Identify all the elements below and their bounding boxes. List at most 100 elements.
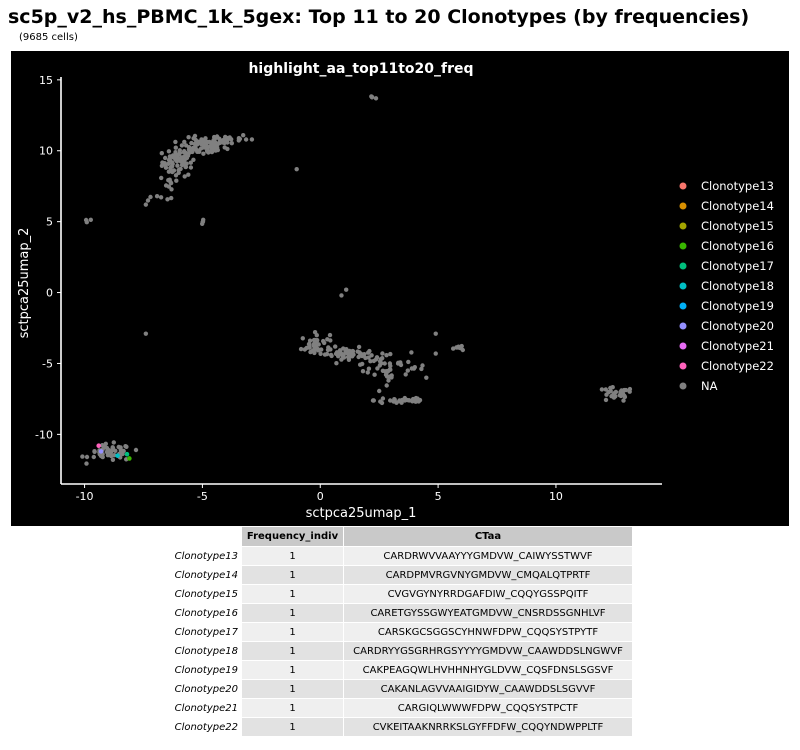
- y-tick-label: -5: [42, 357, 53, 370]
- legend-marker: [680, 223, 687, 230]
- na-point: [230, 141, 234, 145]
- highlight-point-clonotype16: [127, 456, 132, 461]
- y-tick-label: -10: [35, 428, 53, 441]
- na-point: [318, 352, 322, 356]
- na-point: [170, 160, 174, 164]
- na-point: [379, 361, 383, 365]
- table-row: Clonotype21 1 CARGIQLWWWFDPW_CQQSYSTPCTF: [167, 699, 633, 718]
- table-row: Clonotype16 1 CARETGYSSGWYEATGMDVW_CNSRDSS…: [167, 604, 633, 623]
- legend-item-clonotype19: Clonotype19: [680, 299, 774, 313]
- x-tick-label: -5: [197, 490, 208, 503]
- row-name: Clonotype21: [167, 699, 242, 718]
- legend-marker: [680, 363, 687, 370]
- table-row: Clonotype15 1 CVGVGYNYRRDGAFDIW_CQQYGSSPQI…: [167, 585, 633, 604]
- na-point: [339, 293, 343, 297]
- legend-label: Clonotype22: [701, 359, 774, 373]
- na-point: [203, 136, 207, 140]
- na-point: [159, 195, 163, 199]
- na-point: [160, 151, 164, 155]
- plot-title: highlight_aa_top11to20_freq: [248, 61, 473, 77]
- legend-item-clonotype16: Clonotype16: [680, 239, 774, 253]
- y-tick-label: 5: [46, 216, 53, 229]
- na-point: [187, 147, 191, 151]
- na-point: [607, 390, 611, 394]
- table-row: Clonotype13 1 CARDRWVVAAYYYGMDVW_CAIWYSSTW…: [167, 547, 633, 566]
- na-point: [170, 164, 174, 168]
- na-point: [369, 94, 373, 98]
- frequency-cell: 1: [242, 585, 344, 604]
- na-point: [170, 154, 174, 158]
- legend-marker: [680, 343, 687, 350]
- na-point: [357, 350, 361, 354]
- legend-label: Clonotype14: [701, 199, 774, 213]
- row-name: Clonotype22: [167, 718, 242, 737]
- na-point: [166, 178, 170, 182]
- na-point: [134, 448, 138, 452]
- legend: Clonotype13 Clonotype14 Clonotype15 Clonoty…: [680, 179, 774, 393]
- ctaa-cell: CAKANLAGVVAAIGIDYW_CAAWDDSLSGVVF: [344, 680, 633, 699]
- highlight-point-clonotype22: [96, 443, 101, 448]
- ctaa-cell: CARETGYSSGWYEATGMDVW_CNSRDSSGNHLVF: [344, 604, 633, 623]
- na-point: [454, 345, 458, 349]
- clonotype-table: Frequency_indiv CTaa Clonotype13 1 CARDRWV…: [166, 526, 633, 737]
- na-point: [173, 158, 177, 162]
- na-point: [112, 440, 116, 444]
- na-point: [167, 184, 171, 188]
- na-point: [198, 140, 202, 144]
- table-row: Clonotype18 1 CARDRYYGSGRHRGSYYYYGMDVW_CAA…: [167, 642, 633, 661]
- legend-label: Clonotype19: [701, 299, 774, 313]
- na-point: [321, 339, 325, 343]
- legend-label: Clonotype21: [701, 339, 774, 353]
- table-row: Clonotype20 1 CAKANLAGVVAAIGIDYW_CAAWDDSLS…: [167, 680, 633, 699]
- legend-marker: [680, 303, 687, 310]
- na-point: [381, 396, 385, 400]
- x-tick-label: -10: [76, 490, 94, 503]
- na-point: [384, 353, 388, 357]
- ctaa-cell: CARDPMVRGVNYGMDVW_CMQALQTPRTF: [344, 566, 633, 585]
- frequency-cell: 1: [242, 547, 344, 566]
- na-point: [92, 449, 96, 453]
- na-point: [89, 218, 93, 222]
- na-point: [244, 137, 248, 141]
- na-point: [434, 351, 438, 355]
- na-point: [163, 161, 167, 165]
- na-point: [385, 383, 389, 387]
- na-point: [191, 158, 195, 162]
- na-point: [84, 218, 88, 222]
- page-title: sc5p_v2_hs_PBMC_1k_5gex: Top 11 to 20 Cl…: [8, 6, 749, 28]
- na-point: [177, 171, 181, 175]
- frequency-cell: 1: [242, 680, 344, 699]
- row-name: Clonotype15: [167, 585, 242, 604]
- na-point: [362, 352, 366, 356]
- frequency-cell: 1: [242, 699, 344, 718]
- na-point: [144, 331, 148, 335]
- na-point: [609, 394, 613, 398]
- y-tick-label: 10: [39, 145, 53, 158]
- frequency-cell: 1: [242, 718, 344, 737]
- na-point: [312, 351, 316, 355]
- na-point: [371, 398, 375, 402]
- legend-item-clonotype13: Clonotype13: [680, 179, 774, 193]
- na-point: [315, 333, 319, 337]
- na-point: [337, 353, 341, 357]
- na-point: [334, 361, 338, 365]
- ctaa-cell: CVKEITAAKNRRKSLGYFFDFW_CQQYNDWPPLTF: [344, 718, 633, 737]
- frequency-cell: 1: [242, 604, 344, 623]
- row-name: Clonotype20: [167, 680, 242, 699]
- na-point: [217, 137, 221, 141]
- legend-item-clonotype14: Clonotype14: [680, 199, 774, 213]
- na-point: [367, 367, 371, 371]
- na-point: [600, 387, 604, 391]
- na-point: [404, 372, 408, 376]
- x-tick-label: 0: [317, 490, 324, 503]
- na-point: [308, 339, 312, 343]
- na-point: [329, 353, 333, 357]
- na-point: [392, 397, 396, 401]
- na-point: [386, 378, 390, 382]
- na-point: [380, 356, 384, 360]
- na-point: [92, 455, 96, 459]
- na-point: [175, 164, 179, 168]
- na-point: [178, 151, 182, 155]
- na-point: [369, 353, 373, 357]
- na-point: [315, 347, 319, 351]
